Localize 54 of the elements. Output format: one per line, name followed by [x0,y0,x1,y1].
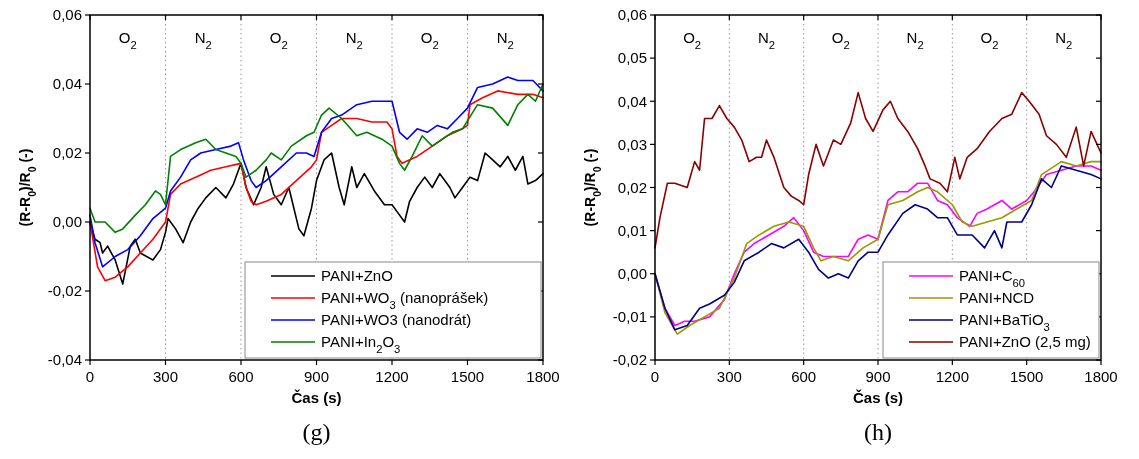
y-tick-label: 0,01 [617,221,647,239]
x-tick-label: 900 [865,368,891,385]
x-tick-label: 0 [650,368,660,385]
x-tick-label: 1200 [375,368,409,385]
y-tick-label: 0,04 [617,92,647,110]
legend-label: PANI+NCD [959,289,1035,307]
x-tick-label: 0 [85,368,95,385]
y-tick-label: 0,05 [617,49,647,67]
y-tick-label: -0,04 [47,351,82,369]
y-tick-label: 0,04 [52,75,82,93]
y-tick-label: 0,02 [617,178,647,196]
legend-label: PANI+WO3 (nanodrát) [321,311,472,329]
x-tick-label: 600 [791,368,817,385]
y-tick-label: 0,06 [52,6,82,24]
annotation: N$_{2}$ [496,29,514,51]
x-tick-label: 300 [152,368,179,385]
annotation: N$_{2}$ [345,29,363,51]
y-tick-label: 0,00 [52,213,82,231]
x-tick-label: 1500 [1009,368,1044,385]
legend-label: PANI+In$_{2}$O$_{3}$ [321,333,401,356]
annotation: O$_{2}$ [831,29,850,51]
annotation: O$_{2}$ [420,29,439,51]
annotation: O$_{2}$ [118,29,137,51]
x-tick-label: 900 [303,368,330,385]
y-tick-label: 0,00 [617,265,647,282]
x-tick-label: 1800 [526,368,560,385]
annotation: N$_{2}$ [906,29,924,51]
x-tick-label: 1200 [935,368,970,385]
annotation: N$_{2}$ [194,29,212,51]
x-axis-title: Čas (s) [852,389,904,406]
x-tick-label: 1800 [1084,368,1118,385]
annotation: N$_{2}$ [757,29,776,51]
text: (h) [864,419,892,445]
y-tick-label: 0,02 [52,144,82,162]
text: (g) [302,419,331,445]
annotation: N$_{2}$ [1055,29,1073,51]
legend-label: PANI+WO$_{3}$ (nanoprášek) [321,289,489,312]
legend-label: PANI+ZnO (2,5 mg) [959,333,1091,351]
line-series [89,83,544,234]
y-tick-label: -0,02 [47,282,82,300]
x-tick-label: 300 [716,368,742,385]
y-tick-label: -0,02 [612,351,647,369]
x-tick-label: 600 [228,368,254,385]
y-tick-label: 0,06 [617,6,647,24]
annotation: O$_{2}$ [269,29,288,51]
x-axis-title: Čas (s) [291,389,342,406]
legend-label: PANI+ZnO [321,267,393,285]
x-tick-label: 1500 [450,368,485,385]
legend-label: PANI+C$_{60}$ [959,267,1026,290]
annotation: O$_{2}$ [980,29,999,51]
annotation: O$_{2}$ [683,29,702,51]
y-tick-label: -0,01 [612,308,647,326]
y-tick-label: 0,03 [617,135,647,153]
legend-label: PANI+BaTiO$_{3}$ [959,311,1050,334]
